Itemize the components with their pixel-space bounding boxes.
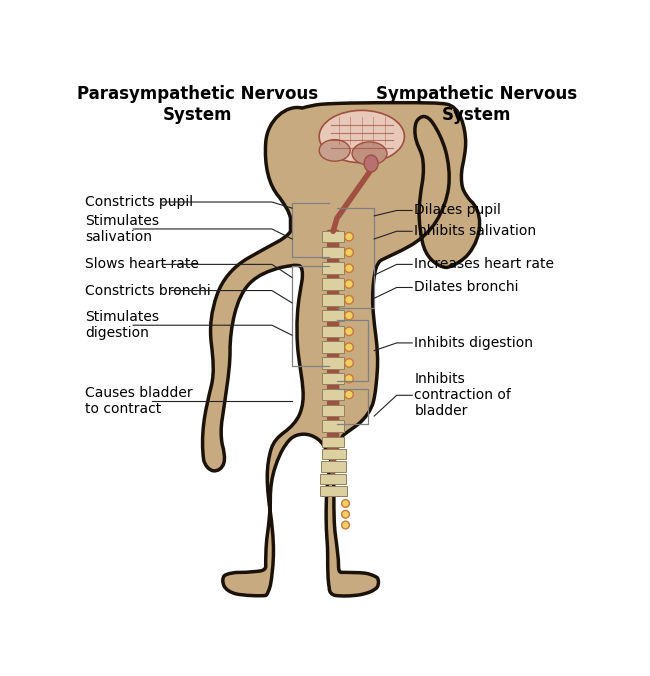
- Text: Slows heart rate: Slows heart rate: [85, 258, 199, 271]
- Text: Inhibits
contraction of
bladder: Inhibits contraction of bladder: [415, 372, 512, 418]
- FancyBboxPatch shape: [322, 437, 344, 447]
- Polygon shape: [328, 443, 338, 481]
- FancyBboxPatch shape: [320, 486, 346, 496]
- FancyBboxPatch shape: [327, 230, 339, 460]
- Ellipse shape: [364, 155, 378, 172]
- Circle shape: [344, 312, 354, 320]
- FancyBboxPatch shape: [320, 474, 346, 484]
- FancyBboxPatch shape: [321, 462, 346, 471]
- FancyBboxPatch shape: [322, 341, 344, 353]
- FancyBboxPatch shape: [322, 231, 344, 243]
- Text: Inhibits salivation: Inhibits salivation: [415, 224, 537, 238]
- Circle shape: [344, 280, 354, 288]
- Circle shape: [344, 359, 354, 367]
- Ellipse shape: [352, 142, 387, 165]
- Text: Causes bladder
to contract: Causes bladder to contract: [85, 385, 193, 416]
- PathPatch shape: [203, 103, 480, 596]
- Circle shape: [344, 295, 354, 304]
- FancyBboxPatch shape: [322, 247, 344, 258]
- Circle shape: [342, 510, 350, 518]
- FancyBboxPatch shape: [322, 420, 344, 432]
- Ellipse shape: [319, 140, 350, 161]
- Text: Stimulates
digestion: Stimulates digestion: [85, 310, 159, 340]
- Circle shape: [344, 327, 354, 335]
- Circle shape: [344, 248, 354, 257]
- FancyBboxPatch shape: [322, 310, 344, 321]
- Circle shape: [344, 375, 354, 383]
- Circle shape: [344, 233, 354, 241]
- Circle shape: [344, 390, 354, 399]
- FancyBboxPatch shape: [322, 449, 346, 459]
- FancyBboxPatch shape: [322, 279, 344, 290]
- Text: Parasympathetic Nervous
System: Parasympathetic Nervous System: [77, 85, 318, 124]
- Text: Dilates bronchi: Dilates bronchi: [415, 281, 519, 295]
- FancyBboxPatch shape: [322, 404, 344, 416]
- Circle shape: [344, 264, 354, 272]
- Text: Dilates pupil: Dilates pupil: [415, 203, 501, 218]
- FancyBboxPatch shape: [322, 262, 344, 274]
- Ellipse shape: [319, 110, 404, 163]
- Circle shape: [342, 521, 350, 529]
- Text: Inhibits digestion: Inhibits digestion: [415, 336, 534, 350]
- FancyBboxPatch shape: [322, 294, 344, 306]
- Text: Increases heart rate: Increases heart rate: [415, 258, 554, 271]
- Circle shape: [344, 343, 354, 352]
- Text: Sympathetic Nervous
System: Sympathetic Nervous System: [376, 85, 577, 124]
- Circle shape: [342, 500, 350, 507]
- Text: Constricts bronchi: Constricts bronchi: [85, 283, 211, 297]
- FancyBboxPatch shape: [322, 326, 344, 337]
- FancyBboxPatch shape: [322, 373, 344, 385]
- Text: Constricts pupil: Constricts pupil: [85, 195, 193, 209]
- FancyBboxPatch shape: [322, 357, 344, 368]
- Text: Stimulates
salivation: Stimulates salivation: [85, 214, 159, 244]
- FancyBboxPatch shape: [322, 389, 344, 400]
